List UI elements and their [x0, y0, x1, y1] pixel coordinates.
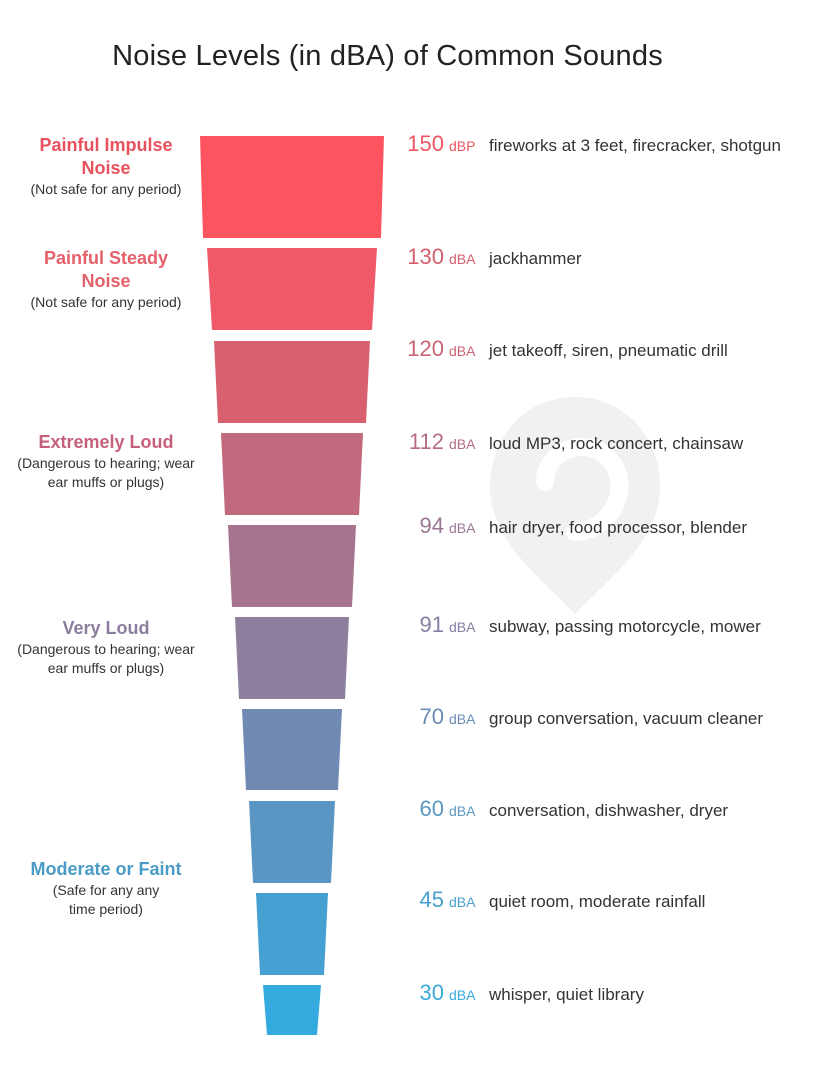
level-row-94: 94 dBA hair dryer, food processor, blend…: [380, 513, 810, 543]
level-value: 120: [407, 336, 444, 361]
category-note: (Safe for any any time period): [52, 882, 160, 917]
level-unit: dBA: [449, 803, 476, 819]
level-unit: dBA: [449, 894, 476, 910]
category-note: (Dangerous to hearing; wear ear muffs or…: [17, 641, 195, 676]
level-row-30: 30 dBA whisper, quiet library: [380, 980, 810, 1010]
level-description: conversation, dishwasher, dryer: [489, 801, 729, 820]
category-title: Painful Impulse Noise: [39, 135, 173, 178]
level-unit: dBA: [449, 251, 476, 267]
level-description: jackhammer: [489, 249, 582, 268]
level-row-60: 60 dBA conversation, dishwasher, dryer: [380, 796, 810, 826]
category-extremely-loud: Extremely Loud (Dangerous to hearing; we…: [10, 431, 202, 492]
level-unit: dBA: [449, 711, 476, 727]
category-note: (Dangerous to hearing; wear ear muffs or…: [17, 455, 195, 490]
level-unit: dBA: [449, 619, 476, 635]
level-description: whisper, quiet library: [489, 985, 644, 1004]
category-moderate-faint: Moderate or Faint (Safe for any any time…: [10, 858, 202, 919]
level-unit: dBA: [449, 436, 476, 452]
level-unit: dBA: [449, 987, 476, 1003]
level-row-150: 150 dBP fireworks at 3 feet, firecracker…: [380, 131, 810, 161]
funnel-segment-10: [263, 985, 321, 1035]
level-description: group conversation, vacuum cleaner: [489, 709, 764, 728]
level-value: 60: [419, 796, 444, 821]
level-unit: dBA: [449, 520, 476, 536]
category-note: (Not safe for any period): [30, 181, 182, 197]
funnel-segment-6: [235, 617, 349, 699]
level-row-91: 91 dBA subway, passing motorcycle, mower: [380, 612, 810, 642]
level-description: subway, passing motorcycle, mower: [489, 617, 761, 636]
level-description: jet takeoff, siren, pneumatic drill: [489, 341, 728, 360]
level-description: quiet room, moderate rainfall: [489, 892, 706, 911]
funnel-segment-5: [228, 525, 356, 607]
level-row-45: 45 dBA quiet room, moderate rainfall: [380, 887, 810, 917]
level-value: 45: [419, 887, 444, 912]
level-unit: dBP: [449, 138, 476, 154]
funnel-segment-7: [242, 709, 342, 790]
level-row-130: 130 dBA jackhammer: [380, 244, 810, 274]
funnel-segment-8: [249, 801, 335, 883]
level-value: 130: [407, 244, 444, 269]
level-value: 150: [407, 131, 444, 156]
funnel-segment-4: [221, 433, 363, 515]
location-pin-icon: [490, 397, 660, 614]
category-title: Extremely Loud: [38, 432, 174, 452]
category-painful-steady: Painful Steady Noise (Not safe for any p…: [10, 247, 202, 312]
level-row-120: 120 dBA jet takeoff, siren, pneumatic dr…: [380, 336, 810, 366]
page-title: Noise Levels (in dBA) of Common Sounds: [112, 40, 663, 72]
category-very-loud: Very Loud (Dangerous to hearing; wear ea…: [10, 617, 202, 678]
funnel-segment-2: [207, 248, 377, 330]
category-title: Moderate or Faint: [30, 859, 182, 879]
level-description: hair dryer, food processor, blender: [489, 518, 747, 537]
level-row-70: 70 dBA group conversation, vacuum cleane…: [380, 704, 810, 734]
level-value: 70: [419, 704, 444, 729]
category-title: Very Loud: [62, 618, 150, 638]
level-row-112: 112 dBA loud MP3, rock concert, chainsaw: [380, 429, 810, 459]
category-note: (Not safe for any period): [30, 294, 182, 310]
level-value: 112: [408, 429, 444, 454]
category-painful-impulse: Painful Impulse Noise (Not safe for any …: [10, 134, 202, 199]
funnel-segment-3: [214, 341, 370, 423]
level-value: 91: [419, 612, 444, 637]
category-title: Painful Steady Noise: [43, 248, 169, 291]
level-value: 30: [419, 980, 444, 1005]
level-value: 94: [419, 513, 444, 538]
funnel-segment-1: [200, 136, 384, 238]
level-unit: dBA: [449, 343, 476, 359]
level-description: fireworks at 3 feet, firecracker, shotgu…: [489, 136, 781, 155]
funnel-segment-9: [256, 893, 328, 975]
level-description: loud MP3, rock concert, chainsaw: [489, 434, 744, 453]
